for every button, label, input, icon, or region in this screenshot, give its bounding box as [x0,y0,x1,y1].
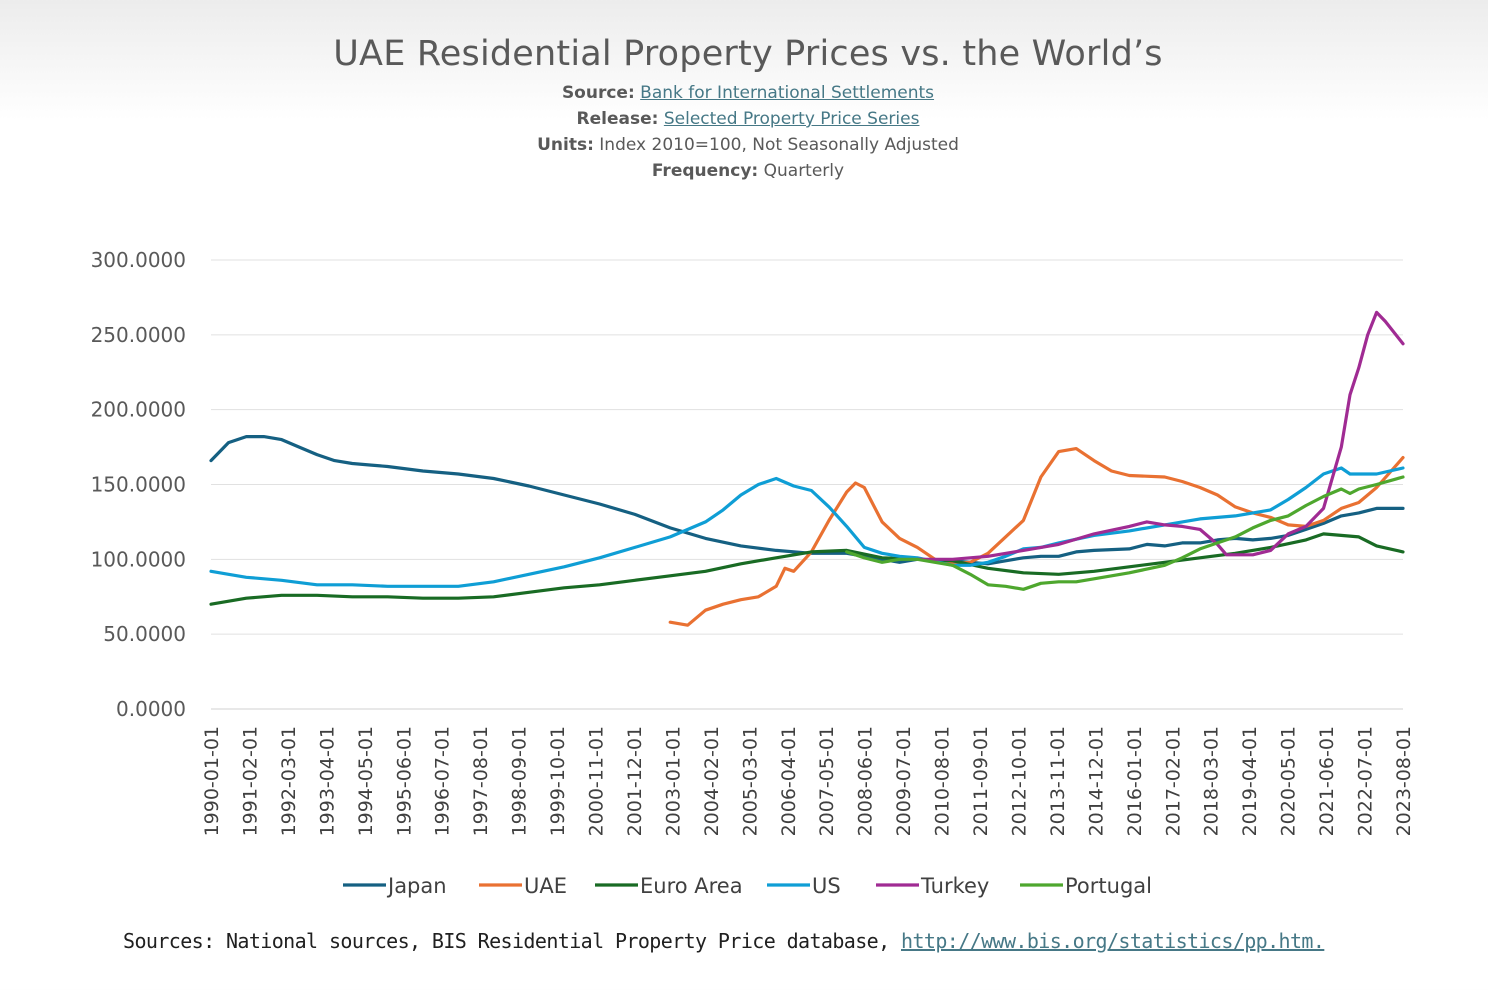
x-tick-label: 2011-09-01 [970,726,992,836]
x-tick-label: 2005-03-01 [739,726,761,836]
y-tick-label: 100.0000 [91,547,186,571]
legend: Japan UAE Euro Area US Turkey Portugal [343,874,1152,898]
source-link[interactable]: Bank for International Settlements [640,83,935,103]
footer-text: Sources: National sources, BIS Residenti… [123,929,901,953]
release-label: Release: [576,109,659,129]
x-tick-label: 1992-03-01 [278,726,300,836]
units-line: Units: Index 2010=100, Not Seasonally Ad… [0,135,1488,155]
x-tick-label: 2009-07-01 [893,726,915,836]
frequency-label: Frequency: [651,161,759,181]
series-lines [209,310,1405,627]
series-line-portugal [845,475,1405,591]
x-tick-label: 2000-11-01 [586,726,608,836]
x-tick-label: 2013-11-01 [1047,726,1069,836]
y-tick-label: 0.0000 [116,697,186,721]
units-label: Units: [537,135,594,155]
x-tick-label: 2020-05-01 [1278,726,1300,836]
footer-link[interactable]: http://www.bis.org/statistics/pp.htm. [901,929,1325,953]
legend-label: Portugal [1065,874,1152,898]
frequency-line: Frequency: Quarterly [0,161,1488,181]
x-tick-label: 1994-05-01 [355,726,377,836]
chart-title: UAE Residential Property Prices vs. the … [333,34,1163,74]
x-tick-label: 1993-04-01 [316,726,338,836]
x-tick-label: 2014-12-01 [1085,726,1107,836]
source-line: Source: Bank for International Settlemen… [0,83,1488,103]
x-tick-label: 1991-02-01 [239,726,261,836]
x-tick-label: 2023-08-01 [1393,726,1415,836]
series-line-japan [209,435,1405,566]
source-label: Source: [561,83,635,103]
x-tick-label: 1995-06-01 [393,726,415,836]
x-tick-label: 2010-08-01 [932,726,954,836]
frequency-value: Quarterly [763,161,845,181]
gridlines [211,259,1403,710]
footer-sources: Sources: National sources, BIS Residenti… [123,929,1325,953]
legend-label: Turkey [920,874,989,898]
y-tick-label: 150.0000 [91,473,186,497]
x-tick-label: 2008-06-01 [855,726,877,836]
release-link[interactable]: Selected Property Price Series [663,109,920,129]
x-tick-label: 2022-07-01 [1355,726,1377,836]
x-tick-label: 2017-02-01 [1162,726,1184,836]
y-tick-label: 200.0000 [91,398,186,422]
x-axis-ticks: 1990-01-01 1991-02-01 1992-03-01 1993-04-01… [201,726,1415,836]
y-tick-label: 250.0000 [91,323,186,347]
x-tick-label: 1990-01-01 [201,726,223,836]
series-line-turkey [915,310,1405,561]
legend-label: Japan [386,874,447,898]
release-line: Release: Selected Property Price Series [0,109,1488,129]
y-axis-ticks: 0.0000 50.0000 100.0000 150.0000 200.0000 250… [91,248,186,721]
x-tick-label: 1997-08-01 [470,726,492,836]
x-tick-label: 2016-01-01 [1124,726,1146,836]
series-line-us [209,466,1405,588]
x-tick-label: 1998-09-01 [509,726,531,836]
legend-label: Euro Area [640,874,743,898]
x-tick-label: 2001-12-01 [624,726,646,836]
x-tick-label: 2021-06-01 [1316,726,1338,836]
series-line-uae [668,447,1405,627]
legend-label: UAE [524,874,567,898]
units-value: Index 2010=100, Not Seasonally Adjusted [599,135,959,155]
x-tick-label: 2019-04-01 [1239,726,1261,836]
series-line-euro-area [209,532,1405,606]
legend-label: US [812,874,841,898]
x-tick-label: 2006-04-01 [778,726,800,836]
x-tick-label: 2003-01-01 [662,726,684,836]
y-tick-label: 50.0000 [103,622,186,646]
y-tick-label: 300.0000 [91,248,186,272]
x-tick-label: 2012-10-01 [1008,726,1030,836]
x-tick-label: 1999-10-01 [547,726,569,836]
x-tick-label: 2018-03-01 [1201,726,1223,836]
x-tick-label: 1996-07-01 [432,726,454,836]
x-tick-label: 2004-02-01 [701,726,723,836]
x-tick-label: 2007-05-01 [816,726,838,836]
